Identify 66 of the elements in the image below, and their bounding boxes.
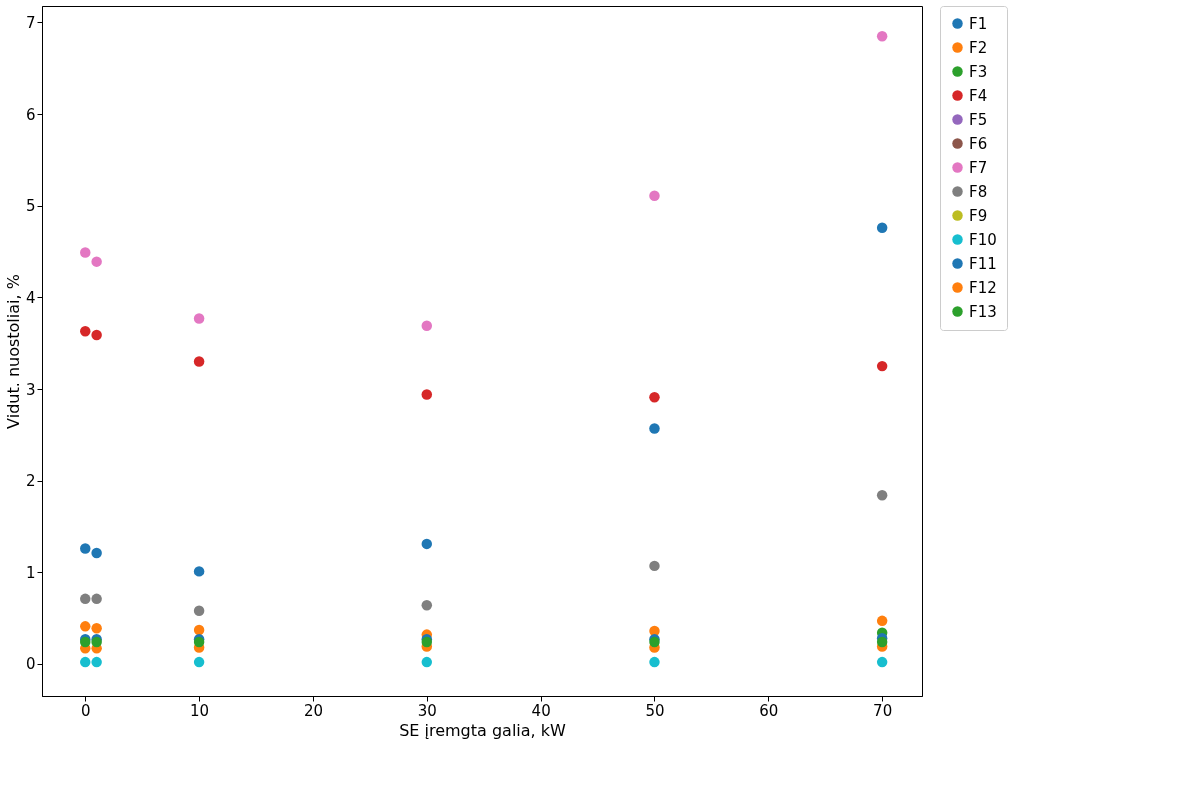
point [91, 329, 102, 341]
point [193, 656, 205, 668]
point [91, 256, 102, 267]
point [193, 313, 205, 324]
point [421, 600, 433, 611]
point [91, 622, 102, 634]
point [876, 615, 888, 627]
legend-label: F8 [969, 182, 988, 201]
point [649, 656, 660, 668]
point [876, 636, 888, 648]
point [421, 538, 433, 550]
point [649, 392, 660, 403]
x-tick-label: 40 [531, 701, 551, 720]
x-tick-label: 0 [80, 701, 91, 720]
x-tick-label: 30 [417, 701, 437, 720]
y-tick-label: 3 [25, 380, 36, 399]
point [80, 656, 91, 668]
y-tick-label: 7 [25, 13, 36, 32]
point [91, 547, 102, 559]
point [876, 222, 888, 233]
point [80, 326, 91, 337]
point [80, 593, 91, 605]
point [876, 490, 888, 501]
point [193, 566, 205, 577]
y-tick-label: 1 [25, 563, 36, 582]
y-tick-label: 5 [25, 197, 36, 216]
point [649, 423, 660, 434]
x-tick-label: 20 [303, 701, 323, 720]
point [876, 656, 888, 668]
y-tick-label: 6 [25, 105, 36, 124]
legend-label: F11 [969, 254, 997, 273]
point [421, 320, 433, 332]
point [876, 31, 888, 42]
legend-label: F10 [969, 230, 997, 249]
point [80, 543, 91, 554]
legend-label: F13 [969, 302, 997, 321]
legend-label: F4 [969, 86, 988, 105]
point [649, 560, 660, 572]
legend-label: F6 [969, 134, 988, 153]
y-tick-label: 0 [25, 655, 36, 674]
legend-label: F2 [969, 38, 988, 57]
point [193, 356, 205, 367]
point [91, 656, 102, 668]
y-axis-title: Vidut. nuostoliai, % [3, 274, 23, 429]
x-tick-label: 60 [759, 701, 779, 720]
x-axis-title: SE įremgta galia, kW [399, 720, 567, 740]
point [193, 624, 205, 636]
point [421, 389, 433, 400]
point [80, 247, 91, 258]
legend-label: F7 [969, 158, 988, 177]
legend-label: F5 [969, 110, 988, 129]
y-tick-label: 2 [25, 472, 36, 491]
y-tick-label: 4 [25, 288, 36, 307]
legend-label: F1 [969, 14, 988, 33]
point [80, 621, 91, 632]
point [193, 605, 205, 617]
legend-label: F12 [969, 278, 997, 297]
x-tick-label: 10 [190, 701, 210, 720]
point [91, 593, 102, 605]
point [421, 656, 433, 668]
point [649, 190, 660, 201]
x-tick-label: 50 [645, 701, 665, 720]
legend-label: F3 [969, 62, 988, 81]
legend-label: F9 [969, 206, 988, 225]
point [876, 360, 888, 372]
x-tick-label: 70 [873, 701, 893, 720]
